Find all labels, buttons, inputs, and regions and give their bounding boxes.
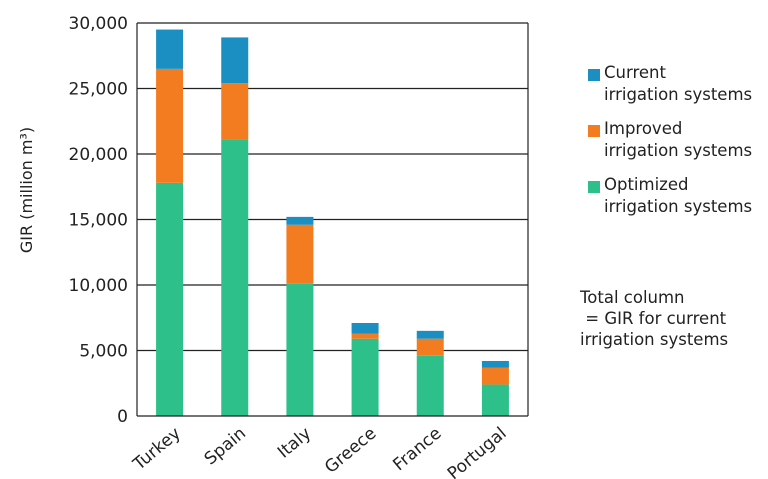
bar-segment-portugal-optimized bbox=[481, 384, 509, 416]
x-tick-label: Greece bbox=[321, 424, 380, 478]
bar-segment-turkey-optimized bbox=[156, 182, 184, 416]
y-tick-label: 10,000 bbox=[69, 276, 128, 296]
chart-note: Total column = GIR for current irrigatio… bbox=[580, 287, 728, 350]
y-tick-label: 15,000 bbox=[69, 211, 128, 231]
legend-label: Improved bbox=[604, 119, 683, 138]
legend-item-current: Current irrigation systems bbox=[588, 62, 768, 106]
y-tick-labels: 0 5,000 10,000 15,000 20,000 25,000 30,000 bbox=[69, 14, 128, 427]
stacked-bar-chart: 0 5,000 10,000 15,000 20,000 25,000 30,000 Tur… bbox=[17, 14, 529, 479]
legend-label: irrigation systems bbox=[604, 197, 753, 216]
legend-swatch-improved bbox=[588, 125, 600, 137]
legend-label: irrigation systems bbox=[604, 85, 753, 104]
bar-segment-spain-current bbox=[221, 37, 249, 84]
bar-segment-portugal-improved bbox=[481, 367, 509, 385]
legend-label: Current bbox=[604, 63, 666, 82]
x-tick-label: Spain bbox=[201, 424, 250, 470]
bar-segment-greece-optimized bbox=[351, 338, 379, 416]
legend-swatch-current bbox=[588, 69, 600, 81]
bar-segment-greece-current bbox=[351, 322, 379, 334]
bars bbox=[156, 29, 509, 416]
bar-segment-spain-improved bbox=[221, 83, 249, 140]
bar-segment-turkey-current bbox=[156, 29, 184, 69]
legend-swatch-optimized bbox=[588, 181, 600, 193]
bar-segment-greece-improved bbox=[351, 333, 379, 339]
bar-segment-france-current bbox=[416, 330, 444, 339]
legend: Current irrigation systems Improved irri… bbox=[588, 62, 768, 230]
note-line: = GIR for current bbox=[580, 309, 727, 328]
bar-segment-turkey-improved bbox=[156, 68, 184, 183]
bar-segment-italy-optimized bbox=[286, 283, 314, 416]
legend-label: irrigation systems bbox=[604, 141, 753, 160]
note-line: Total column bbox=[580, 288, 685, 307]
y-axis-label: GIR (million m³) bbox=[17, 127, 36, 253]
y-tick-label: 20,000 bbox=[69, 145, 128, 165]
bar-segment-france-optimized bbox=[416, 355, 444, 416]
note-line: irrigation systems bbox=[580, 330, 729, 349]
bar-segment-italy-improved bbox=[286, 224, 314, 284]
y-tick-label: 30,000 bbox=[69, 14, 128, 34]
x-tick-label: Italy bbox=[274, 424, 315, 463]
bar-segment-spain-optimized bbox=[221, 139, 249, 416]
y-tick-label: 25,000 bbox=[69, 80, 128, 100]
y-tick-label: 5,000 bbox=[79, 342, 128, 362]
gridlines bbox=[137, 22, 528, 352]
legend-label: Optimized bbox=[604, 175, 689, 194]
legend-item-optimized: Optimized irrigation systems bbox=[588, 174, 768, 218]
legend-item-improved: Improved irrigation systems bbox=[588, 118, 768, 162]
x-tick-label: France bbox=[389, 424, 445, 476]
bar-segment-italy-current bbox=[286, 216, 314, 225]
bar-segment-france-improved bbox=[416, 338, 444, 356]
axes bbox=[136, 23, 529, 417]
x-tick-label: Turkey bbox=[129, 424, 185, 476]
y-tick-label: 0 bbox=[117, 407, 128, 427]
bar-segment-portugal-current bbox=[481, 360, 509, 368]
x-tick-label: Portugal bbox=[444, 424, 511, 479]
